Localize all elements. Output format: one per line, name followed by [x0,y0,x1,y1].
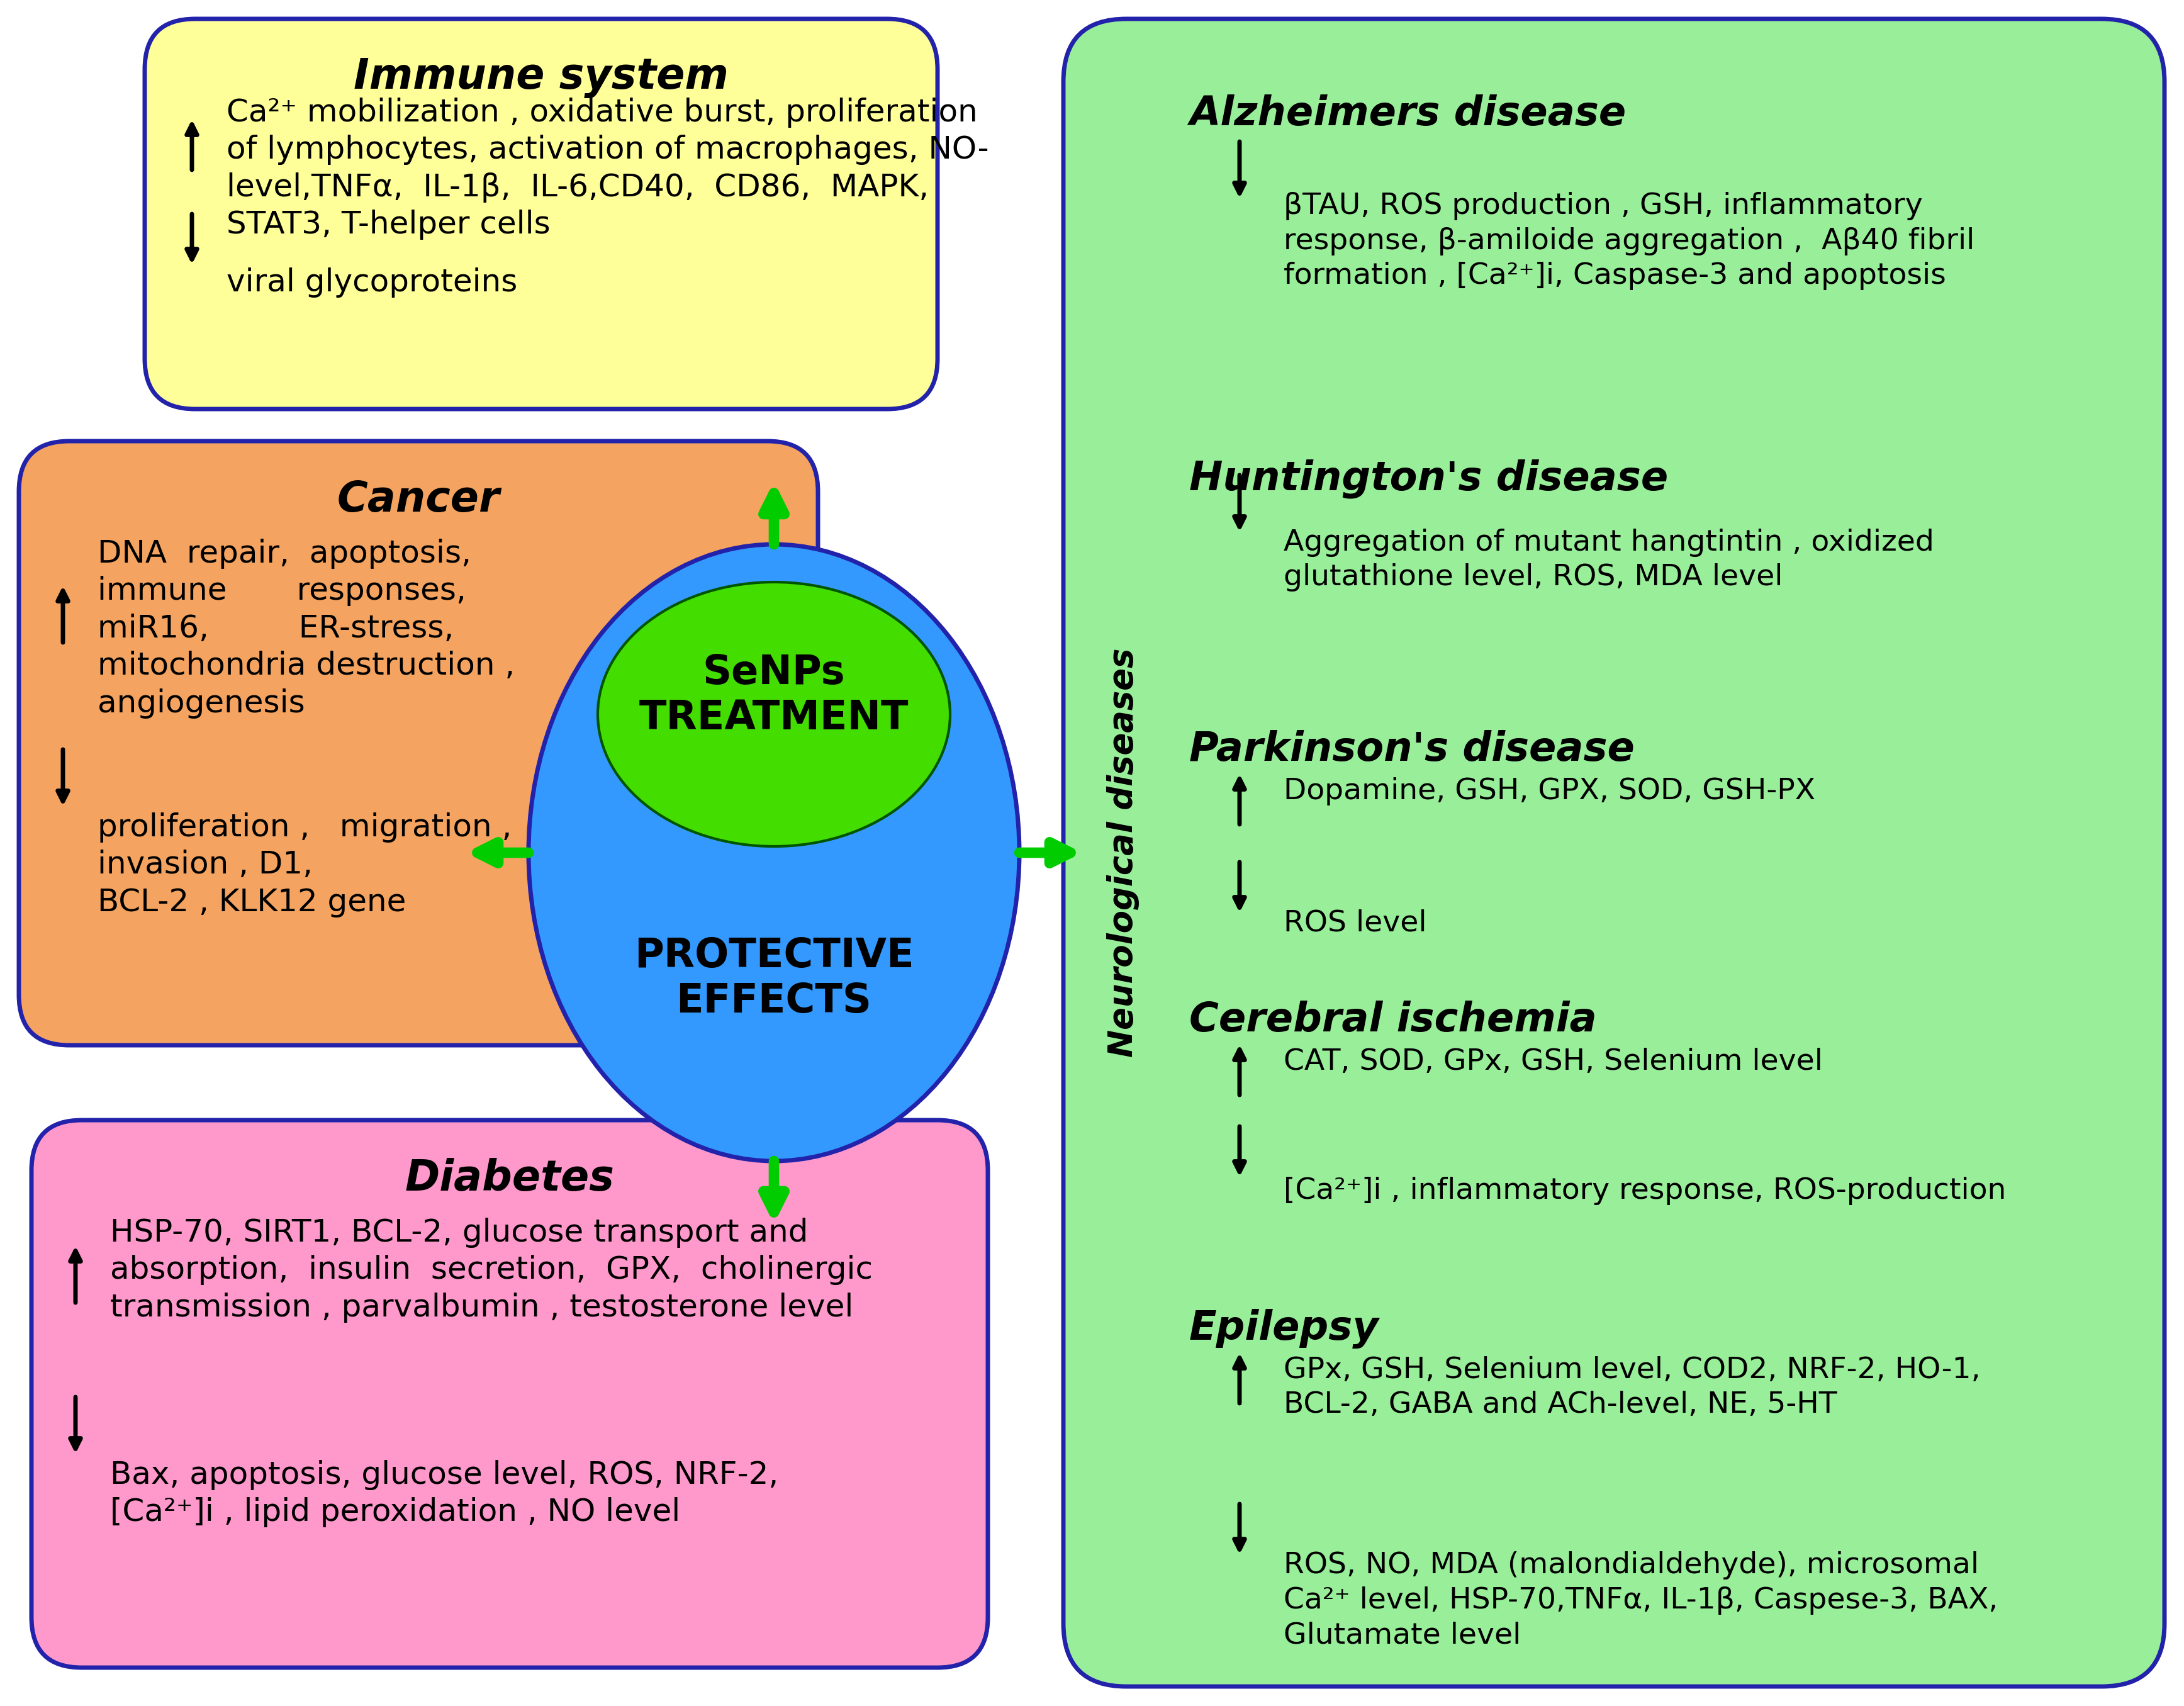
Text: Alzheimers disease: Alzheimers disease [1190,94,1627,133]
FancyBboxPatch shape [144,19,937,409]
Text: DNA  repair,  apoptosis,
immune       responses,
miR16,         ER-stress,
mitoc: DNA repair, apoptosis, immune responses,… [98,539,515,718]
Text: proliferation ,   migration ,
invasion , D1,
BCL-2 , KLK12 gene: proliferation , migration , invasion , D… [98,812,511,918]
Text: viral glycoproteins: viral glycoproteins [227,268,518,297]
Text: Ca²⁺ mobilization , oxidative burst, proliferation
of lymphocytes, activation of: Ca²⁺ mobilization , oxidative burst, pro… [227,97,989,241]
Text: Aggregation of mutant hangtintin , oxidized
glutathione level, ROS, MDA level: Aggregation of mutant hangtintin , oxidi… [1284,529,1935,592]
FancyBboxPatch shape [20,442,819,1046]
Text: ROS level: ROS level [1284,909,1426,938]
Text: Parkinson's disease: Parkinson's disease [1190,730,1634,769]
Text: Dopamine, GSH, GPX, SOD, GSH-PX: Dopamine, GSH, GPX, SOD, GSH-PX [1284,778,1815,805]
Text: Bax, apoptosis, glucose level, ROS, NRF-2,
[Ca²⁺]i , lipid peroxidation , NO lev: Bax, apoptosis, glucose level, ROS, NRF-… [109,1460,778,1527]
Text: CAT, SOD, GPx, GSH, Selenium level: CAT, SOD, GPx, GSH, Selenium level [1284,1047,1824,1076]
Text: βTAU, ROS production , GSH, inflammatory
response, β-amiloide aggregation ,  Aβ4: βTAU, ROS production , GSH, inflammatory… [1284,193,1974,290]
Text: Huntington's disease: Huntington's disease [1190,459,1669,498]
Ellipse shape [529,544,1020,1162]
Text: Neurological diseases: Neurological diseases [1107,648,1140,1058]
Text: ROS, NO, MDA (malondialdehyde), microsomal
Ca²⁺ level, HSP-70,TNFα, IL-1β, Caspe: ROS, NO, MDA (malondialdehyde), microsom… [1284,1551,1998,1650]
FancyBboxPatch shape [31,1121,987,1667]
Text: HSP-70, SIRT1, BCL-2, glucose transport and
absorption,  insulin  secretion,  GP: HSP-70, SIRT1, BCL-2, glucose transport … [109,1218,874,1322]
FancyBboxPatch shape [1064,19,2164,1687]
Text: PROTECTIVE
EFFECTS: PROTECTIVE EFFECTS [633,937,913,1020]
Text: SeNPs
TREATMENT: SeNPs TREATMENT [640,653,909,737]
Ellipse shape [598,582,950,846]
Text: [Ca²⁺]i , inflammatory response, ROS-production: [Ca²⁺]i , inflammatory response, ROS-pro… [1284,1177,2007,1204]
Text: Cancer: Cancer [336,479,500,520]
Text: GPx, GSH, Selenium level, COD2, NRF-2, HO-1,
BCL-2, GABA and ACh-level, NE, 5-HT: GPx, GSH, Selenium level, COD2, NRF-2, H… [1284,1356,1981,1419]
Text: Diabetes: Diabetes [404,1158,614,1199]
Text: Immune system: Immune system [354,56,729,99]
Text: Cerebral ischemia: Cerebral ischemia [1190,1000,1597,1039]
Text: Epilepsy: Epilepsy [1190,1309,1378,1348]
